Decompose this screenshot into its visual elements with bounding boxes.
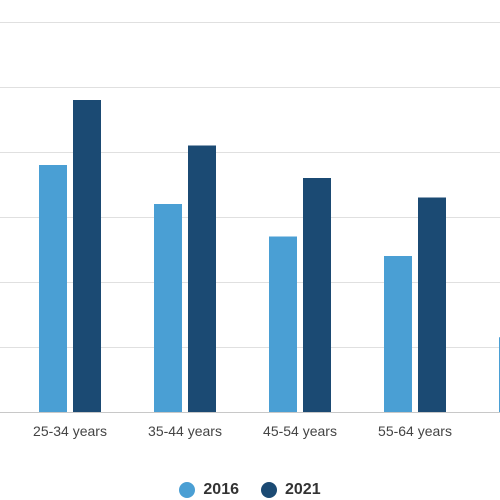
bar-2021-3[interactable] [418, 197, 446, 413]
bar-2016-2[interactable] [269, 236, 297, 413]
chart-legend: 2016 2021 [0, 478, 500, 500]
bar-2021-0[interactable] [73, 100, 101, 412]
legend-swatch-2021 [261, 482, 277, 498]
x-tick-label: 55-64 years [378, 423, 452, 439]
x-axis-tick-labels: 25-34 years 35-44 years 45-54 years 55-64 y… [33, 423, 452, 439]
legend-label-2021: 2021 [285, 481, 321, 498]
x-tick-label: 45-54 years [263, 423, 337, 439]
legend-item-2021[interactable]: 2021 [261, 481, 321, 499]
legend-swatch-2016 [179, 482, 196, 498]
legend-label-2016: 2016 [203, 481, 239, 498]
bar-2016-1[interactable] [154, 204, 182, 412]
x-tick-label: 35-44 years [148, 423, 222, 439]
legend-item-2016[interactable]: 2016 [179, 481, 239, 499]
bars [39, 100, 500, 412]
x-tick-label: 25-34 years [33, 423, 107, 439]
bar-2016-3[interactable] [384, 256, 412, 412]
bar-2016-0[interactable] [39, 165, 67, 412]
bar-2021-2[interactable] [303, 178, 331, 412]
bar-2021-1[interactable] [188, 145, 216, 413]
